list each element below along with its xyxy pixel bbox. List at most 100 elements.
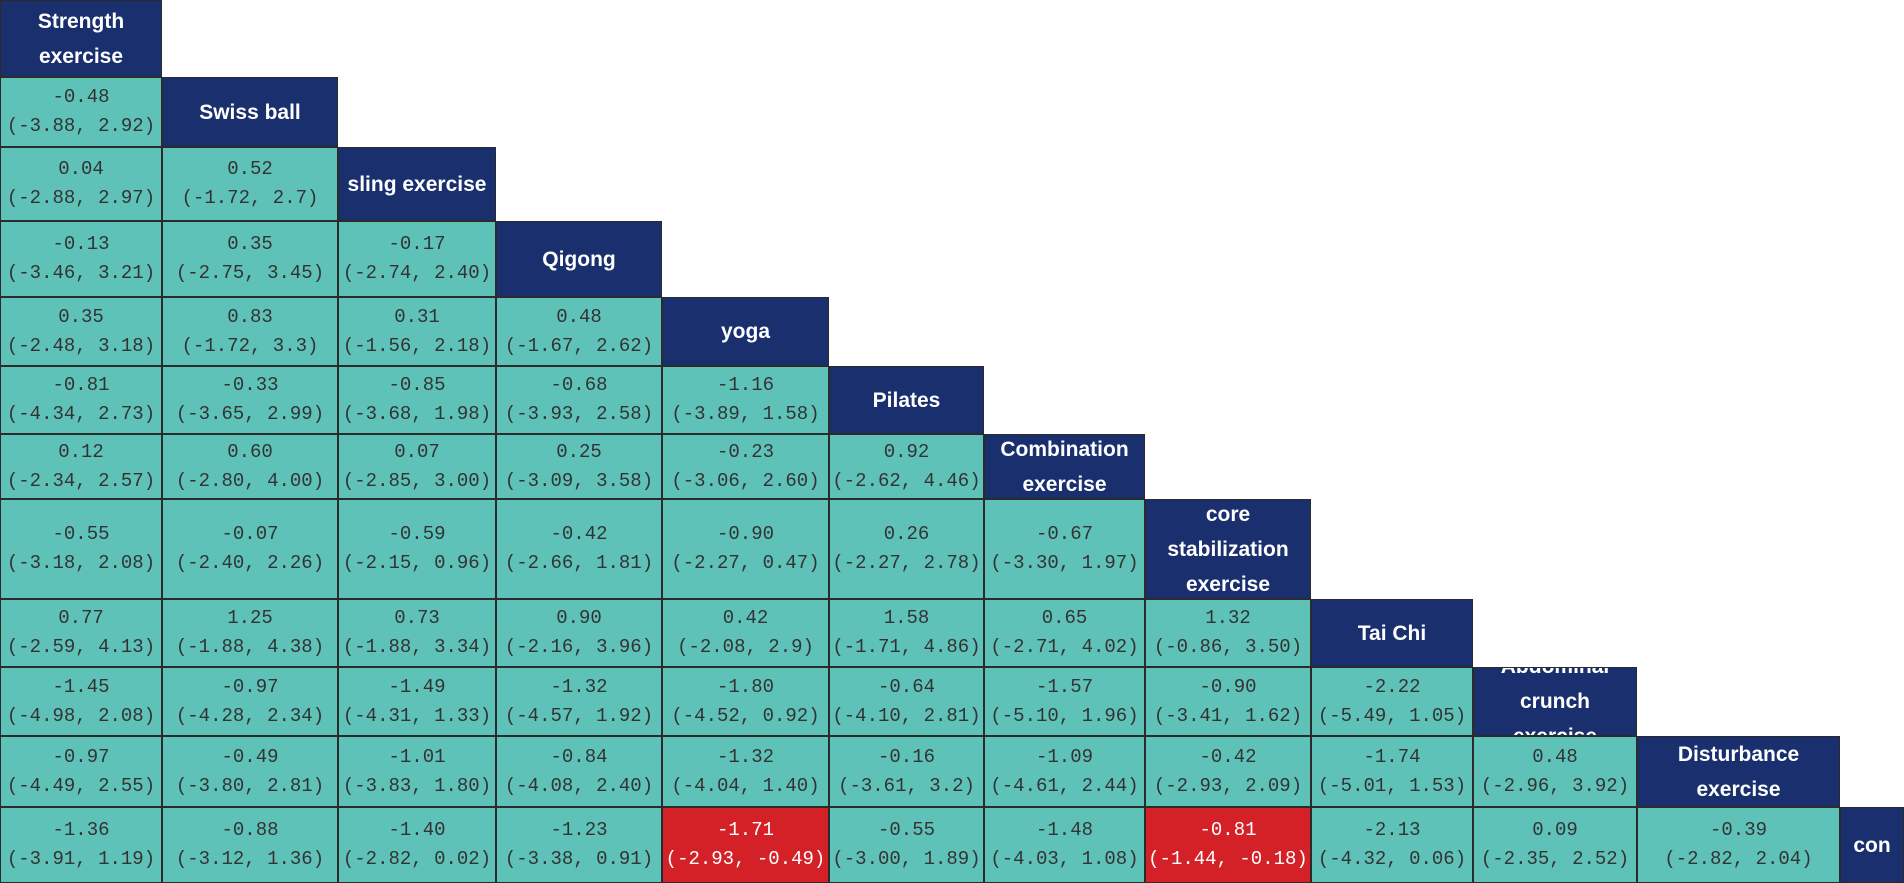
effect-estimate: 0.73 bbox=[394, 607, 440, 629]
comparison-cell: -1.01 (-3.83, 1.80) bbox=[338, 736, 496, 807]
comparison-cell: -1.74 (-5.01, 1.53) bbox=[1311, 736, 1473, 807]
comparison-cell: -0.97 (-4.28, 2.34) bbox=[162, 667, 338, 736]
treatment-header: sling exercise bbox=[338, 147, 496, 221]
confidence-interval: (-4.98, 2.08) bbox=[6, 704, 156, 727]
comparison-cell: 0.77 (-2.59, 4.13) bbox=[0, 599, 162, 667]
confidence-interval: (-2.35, 2.52) bbox=[1480, 848, 1630, 870]
effect-estimate: -1.09 bbox=[1035, 745, 1093, 768]
confidence-interval: (-4.61, 2.44) bbox=[990, 774, 1139, 797]
effect-estimate: -0.81 bbox=[1199, 819, 1257, 841]
effect-estimate: 1.25 bbox=[227, 607, 273, 629]
effect-estimate: -1.16 bbox=[716, 374, 774, 396]
comparison-cell: -0.85 (-3.68, 1.98) bbox=[338, 366, 496, 434]
comparison-cell: -1.40 (-2.82, 0.02) bbox=[338, 807, 496, 883]
confidence-interval: (-2.93, -0.49) bbox=[665, 848, 826, 870]
confidence-interval: (-1.72, 2.7) bbox=[181, 187, 319, 209]
comparison-cell: -1.32 (-4.04, 1.40) bbox=[662, 736, 829, 807]
effect-estimate: -0.55 bbox=[877, 819, 935, 841]
confidence-interval: (-4.57, 1.92) bbox=[504, 704, 654, 727]
effect-estimate: -1.49 bbox=[388, 675, 446, 698]
comparison-cell: -0.16 (-3.61, 3.2) bbox=[829, 736, 984, 807]
treatment-label: sling exercise bbox=[347, 172, 487, 196]
effect-estimate: -0.85 bbox=[388, 374, 446, 396]
effect-estimate: 0.26 bbox=[883, 523, 930, 545]
effect-estimate: 0.48 bbox=[556, 305, 602, 328]
comparison-cell: 0.25 (-3.09, 3.58) bbox=[496, 434, 662, 499]
comparison-cell: -1.57 (-5.10, 1.96) bbox=[984, 667, 1145, 736]
effect-estimate: -0.67 bbox=[1035, 523, 1093, 545]
confidence-interval: (-2.34, 2.57) bbox=[6, 469, 156, 492]
confidence-interval: (-5.01, 1.53) bbox=[1317, 774, 1467, 797]
confidence-interval: (-4.08, 2.40) bbox=[504, 774, 654, 797]
comparison-cell: 1.32 (-0.86, 3.50) bbox=[1145, 599, 1311, 667]
effect-estimate: -1.01 bbox=[388, 745, 446, 768]
confidence-interval: (-3.12, 1.36) bbox=[175, 848, 325, 870]
confidence-interval: (-4.52, 0.92) bbox=[671, 704, 820, 727]
confidence-interval: (-2.80, 4.00) bbox=[175, 469, 325, 492]
confidence-interval: (-1.71, 4.86) bbox=[832, 636, 981, 658]
effect-estimate: -0.07 bbox=[221, 523, 279, 545]
confidence-interval: (-4.04, 1.40) bbox=[671, 774, 820, 797]
comparison-cell: -0.81 (-4.34, 2.73) bbox=[0, 366, 162, 434]
treatment-label: Swiss ball bbox=[199, 100, 301, 124]
effect-estimate: -1.80 bbox=[716, 675, 774, 698]
confidence-interval: (-4.10, 2.81) bbox=[832, 704, 981, 727]
confidence-interval: (-3.89, 1.58) bbox=[671, 403, 820, 425]
confidence-interval: (-1.72, 3.3) bbox=[181, 334, 319, 357]
effect-estimate: -1.23 bbox=[550, 819, 608, 841]
comparison-cell: -1.09 (-4.61, 2.44) bbox=[984, 736, 1145, 807]
comparison-cell: -0.48 (-3.88, 2.92) bbox=[0, 77, 162, 147]
comparison-cell: -0.64 (-4.10, 2.81) bbox=[829, 667, 984, 736]
comparison-cell-significant: -0.81 (-1.44, -0.18) bbox=[1145, 807, 1311, 883]
effect-estimate: 0.48 bbox=[1532, 745, 1578, 768]
comparison-cell: -0.33 (-3.65, 2.99) bbox=[162, 366, 338, 434]
comparison-cell: 0.48 (-1.67, 2.62) bbox=[496, 297, 662, 366]
effect-estimate: -1.45 bbox=[52, 675, 110, 698]
comparison-cell: -0.39 (-2.82, 2.04) bbox=[1637, 807, 1840, 883]
treatment-header: Tai Chi bbox=[1311, 599, 1473, 667]
comparison-cell: -0.13 (-3.46, 3.21) bbox=[0, 221, 162, 297]
treatment-label: Tai Chi bbox=[1357, 621, 1427, 645]
treatment-label: Abdominal crunch exercise bbox=[1501, 668, 1610, 735]
effect-estimate: 0.31 bbox=[394, 305, 440, 328]
confidence-interval: (-3.93, 2.58) bbox=[504, 403, 654, 425]
confidence-interval: (-4.32, 0.06) bbox=[1317, 848, 1467, 870]
confidence-interval: (-3.83, 1.80) bbox=[342, 774, 492, 797]
effect-estimate: 1.32 bbox=[1205, 607, 1251, 629]
confidence-interval: (-3.00, 1.89) bbox=[832, 848, 981, 870]
effect-estimate: -0.97 bbox=[221, 675, 279, 698]
treatment-label: yoga bbox=[720, 320, 770, 343]
effect-estimate: -1.32 bbox=[550, 675, 608, 698]
effect-estimate: 0.09 bbox=[1532, 819, 1578, 841]
comparison-cell: 1.58 (-1.71, 4.86) bbox=[829, 599, 984, 667]
effect-estimate: -1.74 bbox=[1363, 745, 1421, 768]
confidence-interval: (-2.62, 4.46) bbox=[832, 469, 981, 492]
comparison-cell: -1.80 (-4.52, 0.92) bbox=[662, 667, 829, 736]
comparison-cell: -1.48 (-4.03, 1.08) bbox=[984, 807, 1145, 883]
treatment-label: Strength exercise bbox=[37, 9, 125, 68]
effect-estimate: -0.68 bbox=[550, 374, 608, 396]
effect-estimate: -2.13 bbox=[1363, 819, 1421, 841]
comparison-cell: -0.23 (-3.06, 2.60) bbox=[662, 434, 829, 499]
effect-estimate: 0.60 bbox=[227, 440, 273, 463]
effect-estimate: -2.22 bbox=[1363, 675, 1421, 698]
confidence-interval: (-2.27, 0.47) bbox=[671, 552, 820, 574]
comparison-cell: -0.84 (-4.08, 2.40) bbox=[496, 736, 662, 807]
confidence-interval: (-3.68, 1.98) bbox=[342, 403, 492, 425]
comparison-cell: -0.68 (-3.93, 2.58) bbox=[496, 366, 662, 434]
comparison-cell: -1.32 (-4.57, 1.92) bbox=[496, 667, 662, 736]
effect-estimate: 0.65 bbox=[1041, 607, 1088, 629]
treatment-header: Swiss ball bbox=[162, 77, 338, 147]
confidence-interval: (-3.06, 2.60) bbox=[671, 469, 820, 492]
treatment-header: Strength exercise bbox=[0, 0, 162, 77]
effect-estimate: -0.84 bbox=[550, 745, 608, 768]
confidence-interval: (-4.03, 1.08) bbox=[990, 848, 1139, 870]
treatment-label: Qigong bbox=[542, 247, 616, 271]
confidence-interval: (-3.65, 2.99) bbox=[175, 403, 325, 425]
treatment-header: con bbox=[1840, 807, 1904, 883]
confidence-interval: (-1.67, 2.62) bbox=[504, 334, 654, 357]
comparison-cell: -0.49 (-3.80, 2.81) bbox=[162, 736, 338, 807]
comparison-cell: 0.73 (-1.88, 3.34) bbox=[338, 599, 496, 667]
confidence-interval: (-5.10, 1.96) bbox=[990, 704, 1139, 727]
effect-estimate: -0.16 bbox=[877, 745, 935, 768]
